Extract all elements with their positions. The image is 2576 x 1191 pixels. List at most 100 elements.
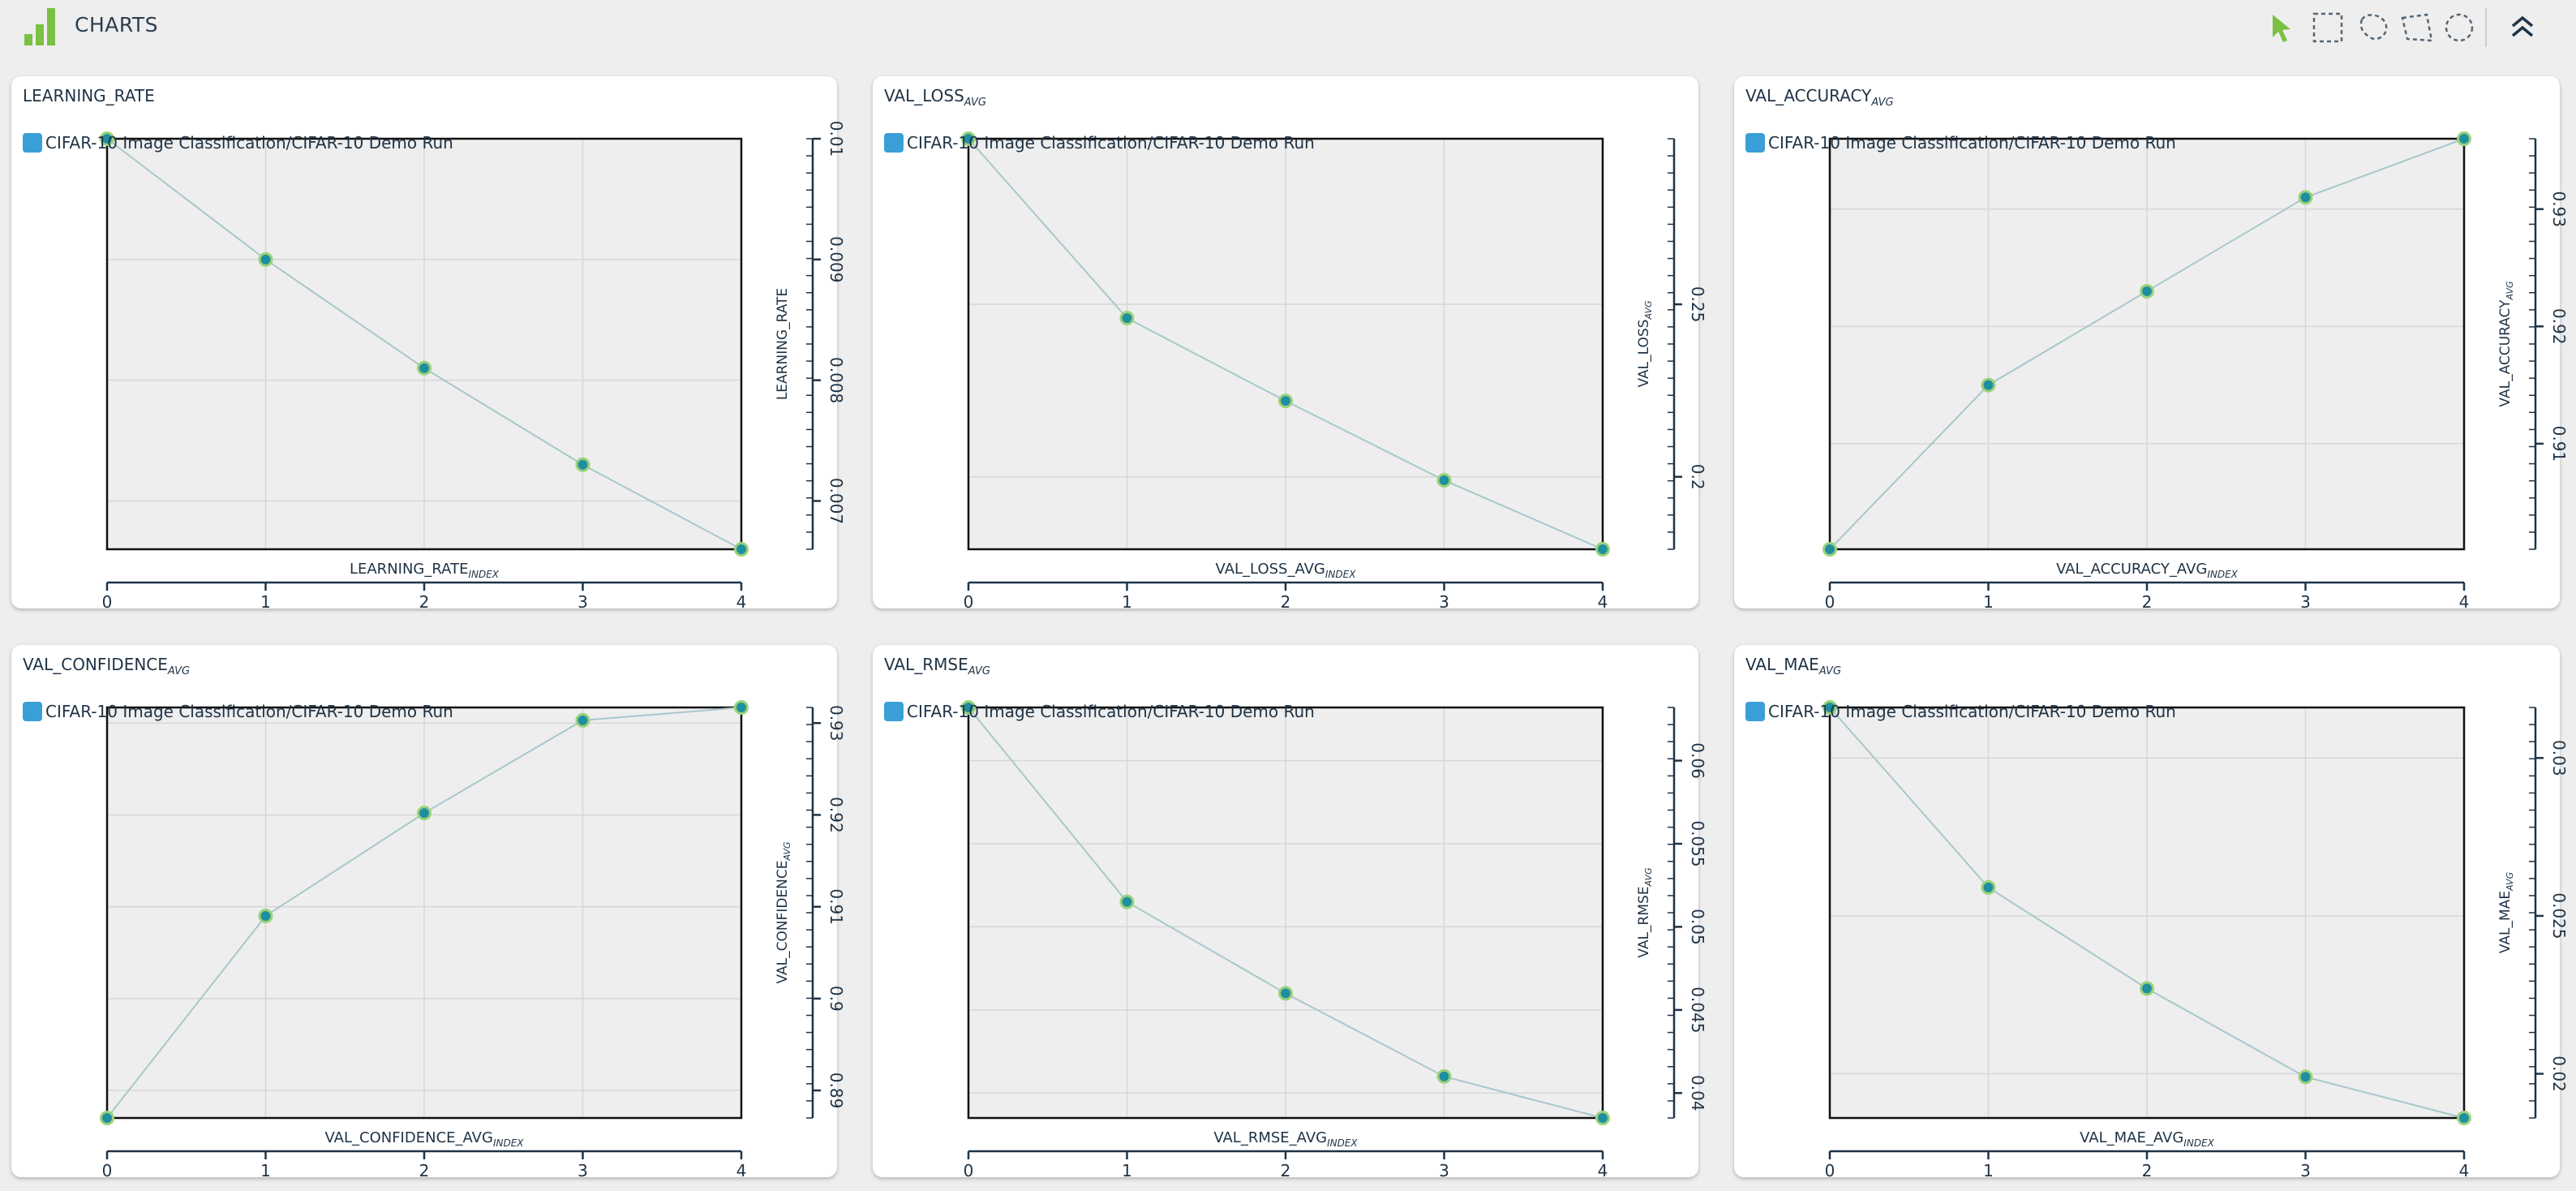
y-tick-label: 0.2 xyxy=(1688,464,1707,490)
x-tick-label: 2 xyxy=(419,592,430,612)
data-point[interactable] xyxy=(2298,1069,2313,1085)
line-chart[interactable]: VAL_MAE_AVGINDEX 0 1 2 3 4 0.02 0.025 0.03 VAL_MA… xyxy=(1734,645,2569,1180)
chart-panel[interactable]: VAL_LOSSAVG CIFAR-10 Image Classification… xyxy=(873,76,1707,612)
legend-swatch[interactable] xyxy=(23,133,42,153)
data-point[interactable] xyxy=(1823,542,1837,557)
y-tick-label: 0.045 xyxy=(1688,987,1707,1033)
data-point[interactable] xyxy=(100,1111,114,1125)
x-tick-label: 4 xyxy=(2459,1161,2470,1180)
legend-swatch[interactable] xyxy=(23,702,42,721)
data-point[interactable] xyxy=(1823,700,1837,715)
data-point[interactable] xyxy=(1436,472,1452,488)
x-tick-label: 1 xyxy=(260,592,271,612)
legend-swatch[interactable] xyxy=(1745,133,1765,153)
data-point[interactable] xyxy=(2140,283,2154,299)
x-axis-label-subscript: INDEX xyxy=(1325,569,1356,580)
y-tick-label: 0.02 xyxy=(2549,1056,2569,1092)
data-point[interactable] xyxy=(1981,879,1996,895)
legend-label: CIFAR-10 Image Classification/CIFAR-10 D… xyxy=(45,702,453,721)
line-chart[interactable]: VAL_CONFIDENCE_AVGINDEX 0 1 2 3 4 0.89 0.9 0.91 0… xyxy=(11,645,846,1180)
chart-title-text: VAL_RMSE xyxy=(884,655,968,674)
data-point[interactable] xyxy=(575,712,590,728)
data-point[interactable] xyxy=(258,252,273,267)
plot-frame xyxy=(1828,706,2466,1120)
data-point[interactable] xyxy=(1278,393,1293,409)
data-point[interactable] xyxy=(2457,131,2471,146)
data-point[interactable] xyxy=(961,700,976,715)
data-point[interactable] xyxy=(734,700,749,715)
data-point[interactable] xyxy=(2140,981,2154,996)
legend-swatch[interactable] xyxy=(884,702,904,721)
toolbar-divider xyxy=(2485,8,2487,47)
data-point[interactable] xyxy=(417,360,431,376)
data-point[interactable] xyxy=(100,131,114,146)
chart-title: LEARNING_RATE xyxy=(23,86,155,109)
polygon-select-icon[interactable] xyxy=(2399,11,2435,44)
chart-panel[interactable]: VAL_CONFIDENCEAVG CIFAR-10 Image Classifi… xyxy=(11,645,846,1180)
x-tick-label: 2 xyxy=(1281,1161,1291,1180)
x-tick-label: 1 xyxy=(1983,592,1994,612)
ellipse-select-icon[interactable] xyxy=(2443,11,2475,44)
y-tick-label: 0.9 xyxy=(826,986,846,1012)
chart-legend[interactable]: CIFAR-10 Image Classification/CIFAR-10 D… xyxy=(884,133,1315,156)
y-axis-label-text: VAL_ACCURACY xyxy=(2497,299,2514,407)
x-axis-label-subscript: INDEX xyxy=(2207,569,2238,580)
data-point[interactable] xyxy=(1595,542,1610,557)
x-axis-label-text: VAL_ACCURACY_AVG xyxy=(2056,561,2207,578)
data-point[interactable] xyxy=(734,542,749,557)
data-point[interactable] xyxy=(961,131,976,146)
x-axis-label-subscript: INDEX xyxy=(468,569,499,580)
line-chart[interactable]: VAL_RMSE_AVGINDEX 0 1 2 3 4 0.04 0.045 0.05 0.055… xyxy=(873,645,1707,1180)
data-point[interactable] xyxy=(2457,1111,2471,1125)
y-axis-label-text: VAL_RMSE xyxy=(1636,886,1652,957)
y-tick-label: 0.92 xyxy=(2549,308,2569,345)
data-point[interactable] xyxy=(1436,1068,1452,1084)
chart-panel[interactable]: VAL_MAEAVG CIFAR-10 Image Classification/… xyxy=(1734,645,2569,1180)
chart-title-subscript: AVG xyxy=(1871,97,1894,109)
data-point[interactable] xyxy=(1981,377,1996,393)
chart-panel[interactable]: LEARNING_RATE CIFAR-10 Image Classificati… xyxy=(11,76,846,612)
x-axis-label-text: VAL_CONFIDENCE_AVG xyxy=(325,1129,493,1146)
y-tick-label: 0.055 xyxy=(1688,820,1707,866)
data-point[interactable] xyxy=(2298,190,2313,205)
y-tick-label: 0.89 xyxy=(826,1073,846,1109)
x-axis-label: VAL_LOSS_AVGINDEX xyxy=(1216,561,1357,580)
lasso-select-icon[interactable] xyxy=(2355,11,2391,44)
chart-panel[interactable]: VAL_RMSEAVG CIFAR-10 Image Classification… xyxy=(873,645,1707,1180)
data-point[interactable] xyxy=(258,908,273,923)
data-point[interactable] xyxy=(1119,894,1135,909)
data-point[interactable] xyxy=(1595,1111,1610,1125)
pointer-tool-icon[interactable] xyxy=(2268,11,2295,44)
data-point[interactable] xyxy=(575,457,590,472)
chart-legend[interactable]: CIFAR-10 Image Classification/CIFAR-10 D… xyxy=(1745,133,2176,156)
chart-legend[interactable]: CIFAR-10 Image Classification/CIFAR-10 D… xyxy=(23,133,453,156)
x-tick-label: 3 xyxy=(577,592,588,612)
chart-legend[interactable]: CIFAR-10 Image Classification/CIFAR-10 D… xyxy=(884,702,1315,724)
box-select-icon[interactable] xyxy=(2312,11,2344,44)
legend-swatch[interactable] xyxy=(884,133,904,153)
chart-panel[interactable]: VAL_ACCURACYAVG CIFAR-10 Image Classifica… xyxy=(1734,76,2569,612)
chart-legend[interactable]: CIFAR-10 Image Classification/CIFAR-10 D… xyxy=(23,702,453,724)
legend-swatch[interactable] xyxy=(1745,702,1765,721)
data-point[interactable] xyxy=(1119,311,1135,326)
y-tick-label: 0.93 xyxy=(826,705,846,742)
y-tick-label: 0.01 xyxy=(826,121,846,157)
chart-legend[interactable]: CIFAR-10 Image Classification/CIFAR-10 D… xyxy=(1745,702,2176,724)
y-axis-label-text: LEARNING_RATE xyxy=(775,288,791,400)
chart-title-subscript: AVG xyxy=(968,665,990,677)
y-tick-label: 0.05 xyxy=(1688,909,1707,945)
data-point[interactable] xyxy=(1278,986,1293,1001)
x-tick-label: 1 xyxy=(1122,1161,1132,1180)
collapse-chevron-icon[interactable] xyxy=(2508,11,2537,44)
data-point[interactable] xyxy=(417,806,431,821)
header-bar: CHARTS xyxy=(0,0,2576,58)
x-axis-label-subscript: INDEX xyxy=(2183,1137,2214,1149)
y-tick-label: 0.025 xyxy=(2549,892,2569,939)
x-axis-label-text: LEARNING_RATE xyxy=(350,561,468,578)
x-tick-label: 0 xyxy=(964,592,974,612)
y-axis-label: VAL_ACCURACYAVG xyxy=(2497,281,2515,406)
x-tick-label: 1 xyxy=(1983,1161,1994,1180)
